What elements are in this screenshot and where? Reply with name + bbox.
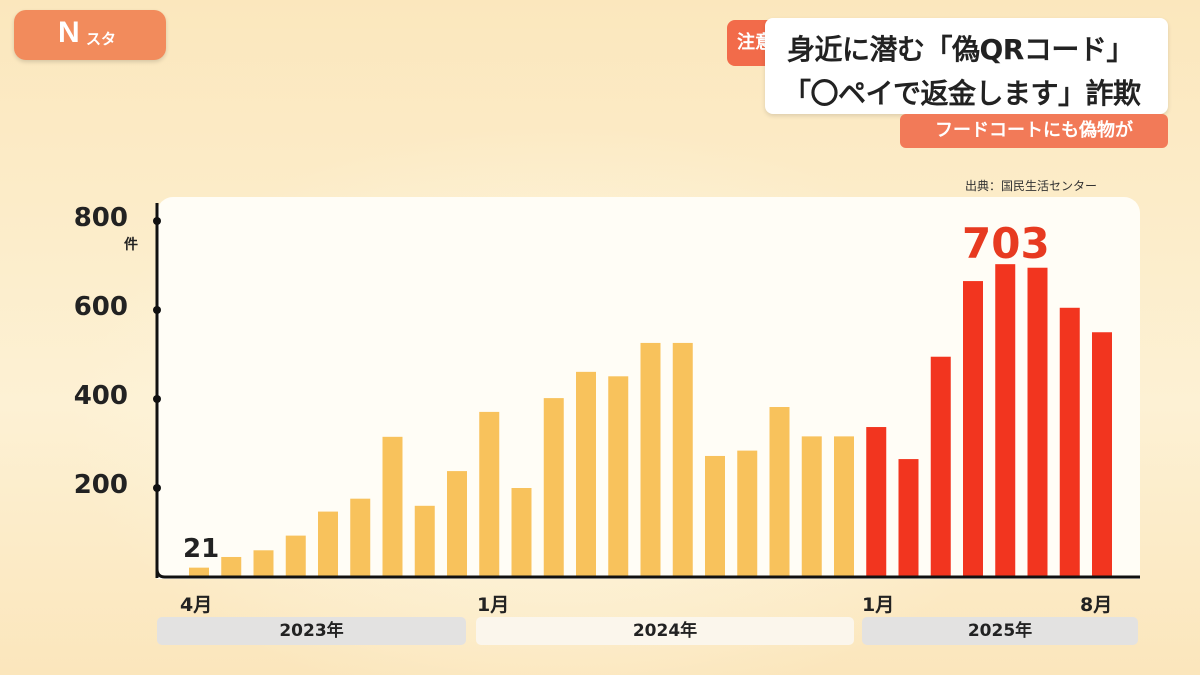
x-axis-line bbox=[155, 568, 1140, 579]
bar-2023-09 bbox=[350, 498, 371, 577]
peak-value-label: 703 bbox=[962, 219, 1050, 268]
year-label-2024: 2024年 bbox=[476, 617, 854, 645]
bar-2024-05 bbox=[608, 376, 629, 577]
bar-2023-08 bbox=[318, 511, 338, 577]
x-tick-label: 1月 bbox=[862, 594, 895, 616]
bar-2024-01 bbox=[479, 411, 500, 577]
headline-box: 身近に潜む「偽QRコード」 「〇ペイで返金します」詐欺 bbox=[765, 18, 1168, 114]
bar-2023-11 bbox=[414, 505, 435, 577]
bar-2023-04 bbox=[189, 567, 209, 577]
y-tick-dot bbox=[153, 395, 161, 403]
year-label-2023: 2023年 bbox=[157, 617, 466, 645]
bar-2024-06 bbox=[640, 342, 661, 577]
bar-2023-12 bbox=[447, 471, 467, 577]
bar-2025-04 bbox=[963, 281, 983, 577]
logo-suffix: スタ bbox=[86, 30, 117, 48]
x-tick-label: 8月 bbox=[1080, 594, 1113, 616]
headline-line-1: 身近に潜む「偽QRコード」 bbox=[787, 33, 1134, 66]
bar-2025-01 bbox=[866, 427, 887, 577]
bar-2025-03 bbox=[930, 356, 951, 577]
y-unit-label: 件 bbox=[124, 237, 138, 253]
bar-2023-06 bbox=[253, 550, 274, 577]
x-tick-label: 4月 bbox=[180, 594, 213, 616]
y-tick-label: 600 bbox=[73, 292, 128, 322]
bar-2024-04 bbox=[576, 371, 596, 577]
bar-2025-07 bbox=[1059, 307, 1080, 577]
bar-2024-07 bbox=[672, 342, 693, 577]
bar-2024-09 bbox=[737, 450, 758, 577]
bar-2024-11 bbox=[801, 436, 822, 577]
bar-2023-07 bbox=[285, 535, 306, 577]
program-logo: N スタ bbox=[14, 10, 166, 60]
bar-2024-10 bbox=[769, 407, 790, 577]
y-tick-label: 400 bbox=[73, 381, 128, 411]
bar-2025-02 bbox=[898, 459, 919, 577]
y-tick-label: 800 bbox=[73, 203, 128, 233]
first-value-label: 21 bbox=[183, 534, 220, 564]
x-tick-label: 1月 bbox=[477, 594, 510, 616]
bar-2024-12 bbox=[834, 436, 854, 577]
bar-2024-02 bbox=[511, 488, 532, 577]
logo-letter: N bbox=[58, 16, 80, 49]
bar-2025-08 bbox=[1092, 332, 1112, 577]
bar-2024-08 bbox=[705, 455, 725, 577]
bar-2024-03 bbox=[543, 398, 564, 577]
source-credit: 出典：国民生活センター bbox=[965, 179, 1098, 193]
y-tick-label: 200 bbox=[73, 470, 128, 500]
year-label-2025: 2025年 bbox=[862, 617, 1138, 645]
y-tick-dot bbox=[153, 484, 161, 492]
y-tick-dot bbox=[153, 306, 161, 314]
bar-2025-06 bbox=[1027, 267, 1048, 577]
bar-2025-05 bbox=[995, 264, 1016, 577]
bar-2023-05 bbox=[221, 556, 242, 577]
bar-2023-10 bbox=[382, 436, 403, 577]
y-tick-dot bbox=[153, 217, 161, 225]
subheadline: フードコートにも偽物が bbox=[900, 114, 1168, 148]
headline-line-2: 「〇ペイで返金します」詐欺 bbox=[783, 77, 1141, 110]
